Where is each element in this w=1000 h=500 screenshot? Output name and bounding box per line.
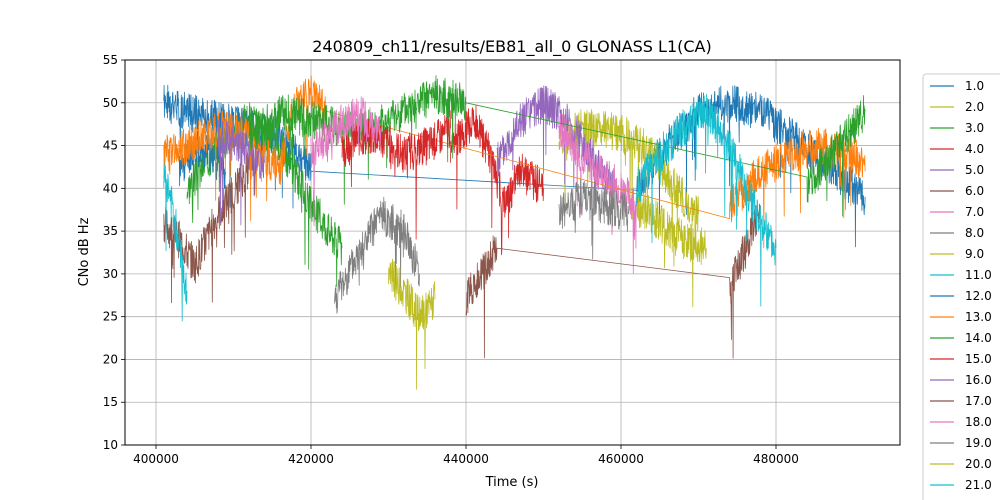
legend-label: 19.0 <box>965 436 992 450</box>
chart-title: 240809_ch11/results/EB81_all_0 GLONASS L… <box>312 37 712 57</box>
series-line <box>636 93 777 307</box>
y-tick-label: 20 <box>103 352 118 366</box>
legend-label: 6.0 <box>965 184 984 198</box>
x-tick-label: 480000 <box>753 452 799 466</box>
x-tick-label: 420000 <box>288 452 334 466</box>
y-tick-label: 50 <box>103 96 118 110</box>
series-line <box>163 157 188 322</box>
series-line <box>388 258 436 390</box>
x-tick-label: 460000 <box>598 452 644 466</box>
series-line <box>163 134 265 304</box>
legend-box <box>922 73 1000 500</box>
y-tick-label: 45 <box>103 139 118 153</box>
y-tick-label: 25 <box>103 310 118 324</box>
legend-label: 21.0 <box>965 478 992 492</box>
y-tick-label: 40 <box>103 181 118 195</box>
legend-label: 1.0 <box>965 79 984 93</box>
series-line <box>217 119 265 226</box>
series-line <box>163 75 866 249</box>
legend-label: 20.0 <box>965 457 992 471</box>
series-line <box>496 85 614 215</box>
legend-label: 9.0 <box>965 247 984 261</box>
legend-label: 16.0 <box>965 373 992 387</box>
legend-label: 5.0 <box>965 163 984 177</box>
series-line <box>636 188 707 308</box>
legend: 1.0 2.0 3.0 4.0 5.0 6.0 7.0 8.0 9.0 11.0 12.0 13.0 1… <box>922 73 1000 500</box>
legend-label: 2.0 <box>965 100 984 114</box>
plot-frame <box>124 59 901 446</box>
axis-ticks: 400000 420000 440000 460000 480000 10 15 20 25 30… <box>103 53 799 466</box>
legend-label: 3.0 <box>965 121 984 135</box>
series-line <box>333 196 420 314</box>
series-line <box>310 96 382 227</box>
x-tick-label: 440000 <box>443 452 489 466</box>
x-axis-label: Time (s) <box>485 475 539 490</box>
legend-label: 13.0 <box>965 310 992 324</box>
legend-label: 11.0 <box>965 268 992 282</box>
series-line <box>248 75 866 217</box>
series-line <box>465 203 761 359</box>
legend-label: 15.0 <box>965 352 992 366</box>
series-line <box>558 109 699 254</box>
y-tick-label: 30 <box>103 267 118 281</box>
legend-label: 12.0 <box>965 289 992 303</box>
series-line <box>558 179 630 260</box>
y-tick-label: 15 <box>103 395 118 409</box>
legend-label: 17.0 <box>965 394 992 408</box>
legend-label: 14.0 <box>965 331 992 345</box>
plot-series <box>163 75 866 390</box>
x-tick-label: 400000 <box>133 452 179 466</box>
legend-label: 18.0 <box>965 415 992 429</box>
legend-label: 8.0 <box>965 226 984 240</box>
legend-label: 4.0 <box>965 142 984 156</box>
y-tick-label: 10 <box>103 438 118 452</box>
legend-label: 7.0 <box>965 205 984 219</box>
y-axis-label: CNo dB Hz <box>77 217 92 286</box>
y-tick-label: 35 <box>103 224 118 238</box>
y-tick-label: 55 <box>103 53 118 67</box>
series-line <box>450 105 544 256</box>
